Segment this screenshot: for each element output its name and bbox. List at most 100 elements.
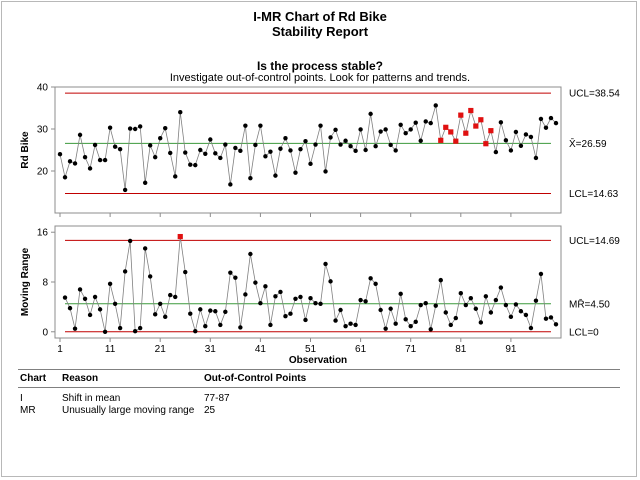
mr-data-point: [468, 295, 474, 301]
mr-x-tick-label: 81: [455, 344, 467, 355]
mr-data-point: [308, 295, 313, 301]
mr-data-point: [408, 323, 413, 329]
mr-x-tick-label: 51: [305, 344, 317, 355]
mr-data-point: [258, 300, 263, 306]
mr-data-point: [413, 319, 418, 325]
mr-data-point: [303, 317, 308, 323]
mr-data-point: [163, 314, 168, 320]
i-data-point: [122, 187, 128, 193]
table-header-reason: Reason: [62, 373, 99, 384]
i-data-point: [363, 147, 368, 153]
mr-data-point: [107, 281, 113, 287]
mr-data-point: [423, 300, 428, 306]
mr-data-point: [473, 306, 479, 311]
mr-lcl-label: LCL=0: [569, 327, 599, 338]
mr-data-point: [393, 321, 398, 326]
i-data-point: [313, 142, 318, 147]
mr-data-point: [112, 301, 118, 306]
mr-data-point: [443, 310, 448, 315]
mr-data-point: [323, 261, 328, 267]
i-data-point: [368, 111, 373, 117]
i-data-point: [343, 138, 348, 143]
mr-data-point: [218, 322, 223, 328]
mr-data-point: [173, 294, 178, 300]
i-data-point: [518, 143, 524, 148]
mr-data-point: [428, 327, 433, 332]
mr-data-point: [453, 315, 458, 321]
i-ucl-label: UCL=38.54: [569, 89, 620, 100]
i-data-point: [152, 154, 158, 160]
i-flagged-point: [458, 112, 464, 118]
i-data-point: [403, 131, 408, 136]
i-data-point: [303, 138, 308, 144]
mr-data-point: [137, 325, 143, 331]
table-row-reason: Unusually large moving range: [62, 405, 195, 416]
i-data-point: [117, 146, 123, 152]
mr-data-point: [488, 310, 494, 315]
mr-data-point: [158, 301, 163, 306]
i-data-point: [378, 129, 383, 134]
mr-x-tick-label: 21: [155, 344, 167, 355]
mr-data-point: [553, 322, 559, 327]
i-flagged-point: [483, 141, 489, 147]
mr-data-point: [102, 329, 108, 334]
i-data-point: [97, 157, 103, 163]
i-data-point: [548, 115, 554, 121]
i-data-point: [513, 129, 519, 135]
mr-data-point: [293, 296, 298, 301]
i-data-point: [163, 125, 168, 131]
mr-data-point: [353, 322, 358, 328]
i-data-point: [383, 127, 388, 132]
i-data-point: [258, 123, 263, 128]
mr-data-point: [318, 301, 323, 306]
table-header-divider: [18, 387, 620, 388]
mr-data-point: [238, 325, 243, 330]
mr-data-point: [97, 307, 103, 312]
table-row-points: 25: [204, 405, 216, 416]
i-data-point: [268, 149, 273, 154]
mr-data-point: [328, 279, 333, 284]
i-flagged-point: [468, 107, 474, 114]
stability-question: Is the process stable?: [256, 59, 384, 73]
i-data-point: [273, 173, 278, 178]
i-data-point: [433, 103, 438, 108]
mr-data-point: [378, 307, 383, 313]
table-row-points: 77-87: [204, 393, 230, 404]
mr-data-point: [508, 314, 514, 320]
i-data-point: [218, 155, 223, 161]
mr-data-point: [458, 291, 464, 296]
i-data-point: [57, 152, 63, 157]
mr-data-point: [363, 299, 368, 304]
i-data-point: [67, 159, 73, 164]
i-plot-area: [54, 86, 562, 214]
mr-y-tick-label: 8: [42, 278, 48, 289]
mr-data-point: [513, 302, 519, 307]
table-header-chart: Chart: [20, 373, 47, 384]
i-data-point: [528, 134, 534, 140]
mr-data-point: [278, 289, 283, 295]
mr-data-point: [142, 246, 148, 251]
mr-data-point: [72, 326, 78, 331]
mr-data-point: [398, 291, 403, 297]
i-data-point: [107, 125, 113, 130]
mr-data-point: [358, 297, 363, 303]
mr-data-point: [518, 309, 524, 314]
mr-data-point: [122, 269, 128, 274]
mr-data-point: [538, 271, 544, 277]
i-data-point: [233, 145, 238, 151]
i-data-point: [87, 166, 93, 171]
mr-data-point: [548, 315, 554, 320]
i-data-point: [77, 132, 83, 138]
i-data-point: [328, 135, 333, 140]
mr-x-axis-label: Observation: [289, 355, 347, 365]
table-top-divider: [18, 369, 620, 370]
i-flagged-point: [488, 128, 494, 134]
i-data-point: [243, 123, 248, 128]
mr-data-point: [253, 280, 258, 285]
i-flagged-point: [463, 130, 469, 136]
mr-y-tick-label: 0: [42, 327, 48, 338]
mr-data-point: [388, 306, 393, 311]
mr-data-point: [168, 292, 173, 298]
mr-center-label: MR̄=4.50: [569, 298, 610, 311]
mr-data-point: [498, 285, 504, 290]
